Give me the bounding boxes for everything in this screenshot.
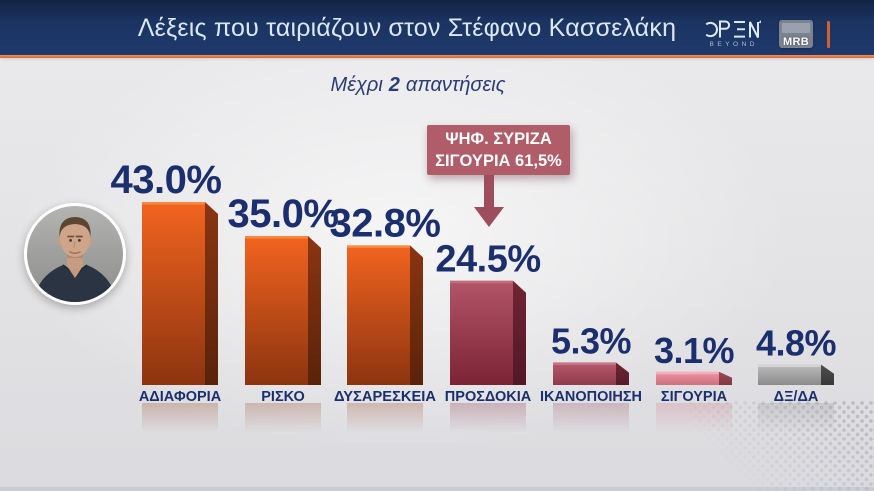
bar-reflection <box>142 403 218 433</box>
bar-category-label: ΣΙΓΟΥΡΙΑ <box>661 389 728 405</box>
bar-front-face <box>450 280 513 385</box>
bar-value-label: 43.0% <box>111 158 222 202</box>
bar-side-face <box>719 371 732 385</box>
bar-group-6: 4.8% ΔΞ/ΔΑ <box>756 323 837 433</box>
kasselakis-portrait-photo <box>24 203 126 305</box>
bar-value-label: 4.8% <box>756 323 837 364</box>
callout-arrow-stem <box>484 175 494 209</box>
chart-subtitle: Μέχρι 2 απαντήσεις <box>0 74 836 97</box>
bar-group-5: 3.1% ΣΙΓΟΥΡΙΑ <box>654 330 735 433</box>
bar-reflection <box>758 403 834 433</box>
bar-value-label: 5.3% <box>551 320 632 361</box>
bar-top-highlight <box>656 371 719 375</box>
mrb-logo-text: MRB <box>783 36 809 48</box>
subtitle-suffix: απαντήσεις <box>405 74 506 96</box>
subtitle-number: 2 <box>388 74 400 96</box>
bar-side-face <box>410 245 423 385</box>
subtitle-prefix: Μέχρι <box>330 74 383 96</box>
bar-side-face <box>513 280 526 385</box>
bar-top-highlight <box>758 364 821 368</box>
bar-reflection <box>656 403 732 433</box>
bar-side-face <box>616 362 629 385</box>
bar-front-face <box>553 362 616 385</box>
bar-group-3: 24.5% ΠΡΟΣΔΟΚΙΑ <box>435 239 541 433</box>
halftone-dots-pattern <box>689 401 874 491</box>
bar-category-label: ΡΙΣΚΟ <box>261 389 305 405</box>
bar-reflection <box>450 403 526 433</box>
bar-front-face <box>245 236 308 385</box>
mrb-logo-top <box>782 23 810 33</box>
bar-top-highlight <box>450 280 513 284</box>
bar-front-face <box>758 364 821 385</box>
bar-category-label: ΙΚΑΝΟΠΟΙΗΣΗ <box>540 389 642 405</box>
callout-arrow-head-icon <box>474 207 504 227</box>
open-logo-beyond: BEYOND <box>709 41 758 48</box>
orange-divider <box>827 21 830 48</box>
portrait-illustration <box>33 217 117 302</box>
open-logo-mark <box>705 20 761 38</box>
bar-top-highlight <box>245 236 308 239</box>
bar-side-face <box>205 202 218 385</box>
bar-value-label: 32.8% <box>330 201 441 245</box>
bar-front-face <box>656 371 719 385</box>
header-bar: Λέξεις που ταιριάζουν στον Στέφανο Κασσε… <box>0 0 874 55</box>
bar-category-label: ΑΔΙΑΦΟΡΙΑ <box>139 389 222 405</box>
bar-value-label: 3.1% <box>654 330 735 371</box>
bar-category-label: ΠΡΟΣΔΟΚΙΑ <box>445 389 532 405</box>
bar-reflection <box>347 403 423 433</box>
callout-line2: ΣΙΓΟΥΡΙΑ 61,5% <box>435 152 562 171</box>
header-accent-line <box>0 55 874 58</box>
bar-value-label: 35.0% <box>228 192 339 236</box>
bar-side-face <box>821 364 834 385</box>
callout-box: ΨΗΦ. ΣΥΡΙΖΑ ΣΙΓΟΥΡΙΑ 61,5% <box>427 125 570 175</box>
bar-group-2: 32.8% ΔΥΣΑΡΕΣΚΕΙΑ <box>330 201 441 433</box>
mrb-logo: MRB <box>779 20 813 48</box>
bar-reflection <box>245 403 321 433</box>
bar-side-face <box>308 236 321 385</box>
bottom-strip <box>0 487 874 491</box>
bar-front-face <box>142 202 205 385</box>
bar-value-label: 24.5% <box>435 239 540 281</box>
bar-reflection <box>553 403 629 433</box>
bar-front-face <box>347 245 410 385</box>
bar-top-highlight <box>553 362 616 365</box>
bar-group-1: 35.0% ΡΙΣΚΟ <box>228 192 339 433</box>
bar-top-highlight <box>142 202 205 205</box>
bar-group-0: 43.0% ΑΔΙΑΦΟΡΙΑ <box>111 158 222 433</box>
bar-category-label: ΔΞ/ΔΑ <box>774 389 819 405</box>
bar-top-highlight <box>347 245 410 248</box>
callout-line1: ΨΗΦ. ΣΥΡΙΖΑ <box>445 130 552 148</box>
bar-group-4: 5.3% ΙΚΑΝΟΠΟΙΗΣΗ <box>540 320 642 433</box>
open-tv-logo: BEYOND <box>702 20 762 48</box>
bar-category-label: ΔΥΣΑΡΕΣΚΕΙΑ <box>334 389 437 405</box>
page-title: Λέξεις που ταιριάζουν στον Στέφανο Κασσε… <box>137 14 677 42</box>
